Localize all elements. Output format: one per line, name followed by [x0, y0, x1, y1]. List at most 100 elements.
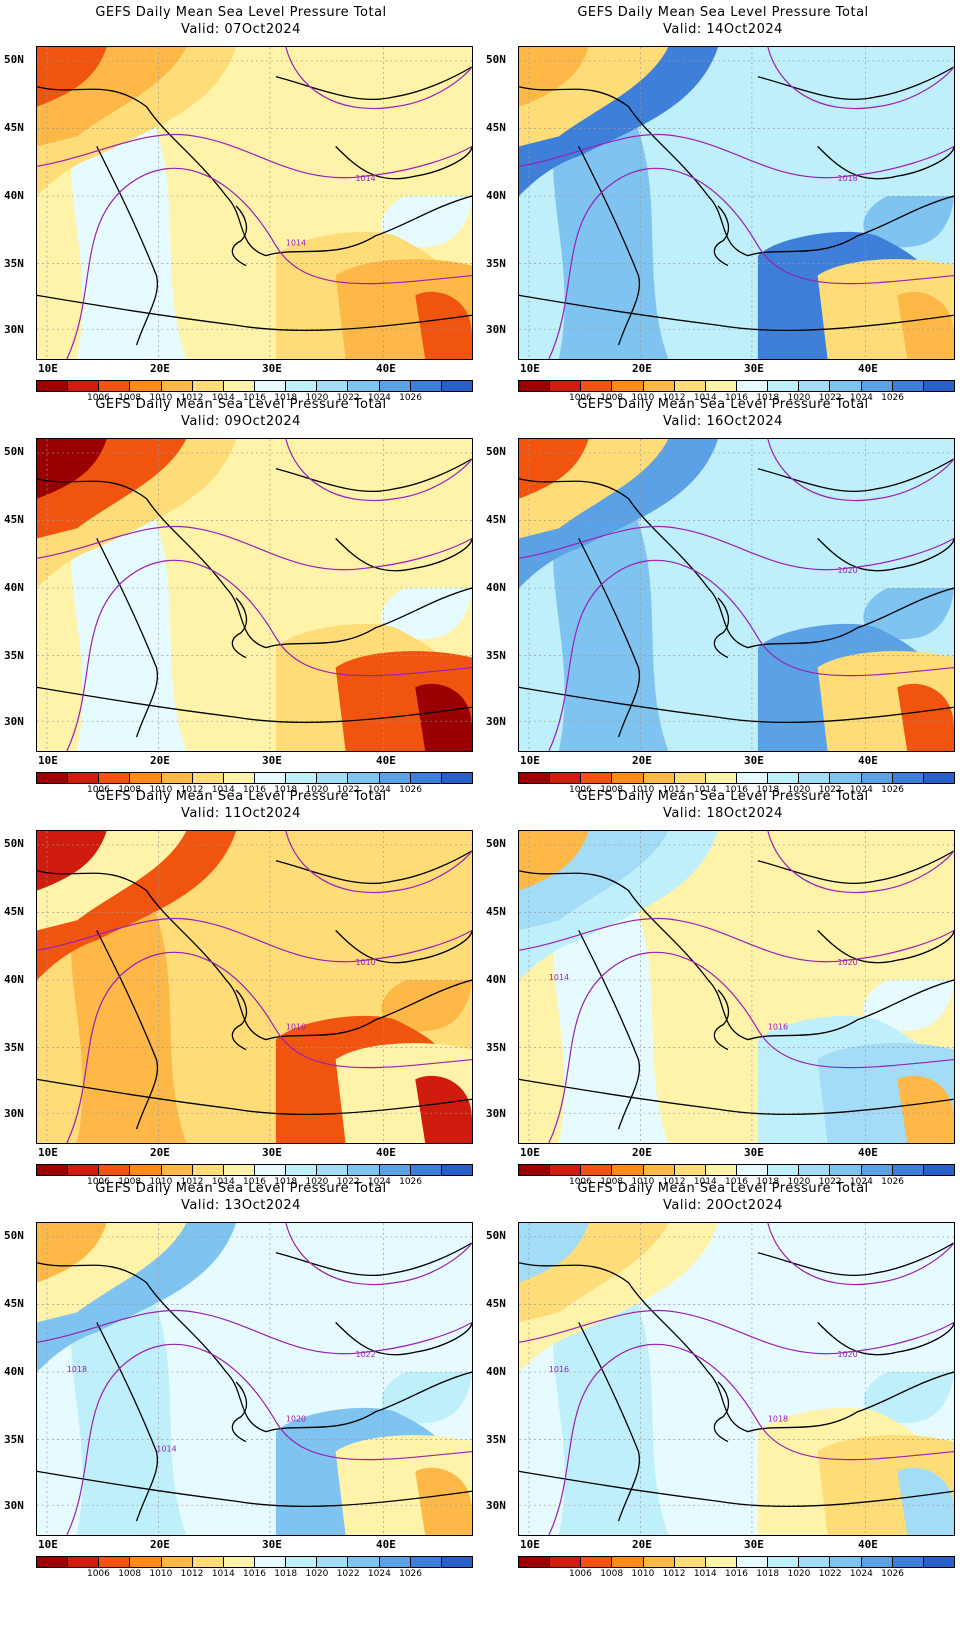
- coastline: [335, 929, 472, 964]
- longitude-label: 20E: [632, 362, 652, 375]
- coastline: [37, 1078, 472, 1116]
- colorbar: [36, 380, 473, 392]
- isobar-label: 1020: [838, 1350, 858, 1359]
- colorbar-swatch: [254, 381, 287, 391]
- colorbar-swatch: [705, 1165, 737, 1175]
- panel-valid-date: Valid: 09Oct2024: [181, 414, 301, 429]
- colorbar-swatch: [68, 381, 100, 391]
- colorbar-swatch: [37, 381, 69, 391]
- isobar: [767, 831, 954, 894]
- panel-valid-date: Valid: 18Oct2024: [663, 806, 783, 821]
- colorbar-label: 1016: [725, 1569, 748, 1579]
- colorbar-swatch: [830, 1165, 862, 1175]
- isobar: [37, 917, 472, 963]
- isobar-label: 1016: [549, 1365, 569, 1374]
- colorbar-label: 1020: [305, 785, 329, 795]
- isobar-label: 1018: [67, 1365, 87, 1374]
- latitude-label: 40N: [4, 581, 24, 594]
- longitude-label: 30E: [262, 362, 282, 375]
- colorbar-labels: 1006 1008 1010 1012 1014 1016 1018 1020 1022 1024…: [518, 393, 955, 405]
- colorbar-label: 1026: [399, 1569, 423, 1579]
- colorbar-swatch: [317, 773, 349, 783]
- pressure-region: [519, 1223, 954, 1535]
- isobar: [37, 133, 472, 179]
- latitude-label: 35N: [4, 649, 24, 662]
- isobar: [767, 439, 954, 502]
- isobar-label: 1020: [838, 958, 858, 967]
- colorbar-label: 1014: [211, 1177, 235, 1187]
- colorbar-label: 1006: [86, 1569, 110, 1579]
- colorbar-swatch: [923, 773, 954, 783]
- colorbar-label: 1018: [274, 1569, 298, 1579]
- colorbar-swatch: [519, 381, 551, 391]
- coastline: [817, 145, 954, 180]
- colorbar-label: 1018: [756, 1177, 780, 1187]
- isobar: [519, 525, 954, 571]
- isobar: [285, 439, 472, 502]
- colorbar-label: 1006: [86, 1177, 110, 1187]
- colorbar-swatch: [99, 1165, 131, 1175]
- colorbar-label: 1006: [568, 393, 592, 403]
- panel-title: GEFS Daily Mean Sea Level Pressure Total: [577, 1181, 869, 1196]
- longitude-label: 20E: [632, 1146, 652, 1159]
- latitude-label: 45N: [4, 905, 24, 918]
- colorbar-label: 1024: [849, 1177, 873, 1187]
- isobar-label: 1014: [286, 239, 306, 248]
- coastline: [817, 1321, 954, 1356]
- isobar: [66, 951, 472, 1143]
- longitude-label: 40E: [858, 754, 878, 767]
- coastline: [335, 1321, 472, 1356]
- pressure-map: 1022 1020 1018 1014: [36, 1222, 473, 1536]
- colorbar-label: 1024: [367, 1569, 391, 1579]
- colorbar-label: 1024: [849, 1569, 873, 1579]
- colorbar-swatch: [674, 1165, 706, 1175]
- colorbar-swatch: [192, 1165, 224, 1175]
- pressure-region: [519, 1223, 954, 1535]
- colorbar-swatch: [99, 1557, 131, 1567]
- pressure-region: [71, 890, 472, 1143]
- longitude-label: 40E: [858, 1538, 878, 1551]
- colorbar-swatch: [161, 381, 193, 391]
- colorbar-swatch: [519, 773, 551, 783]
- colorbar: [518, 1556, 955, 1568]
- map-panel: GEFS Daily Mean Sea Level Pressure Total…: [482, 0, 964, 410]
- colorbar-swatch: [379, 773, 411, 783]
- colorbar-swatch: [223, 1557, 255, 1567]
- colorbar-label: 1026: [881, 393, 905, 403]
- latitude-label: 30N: [486, 1107, 506, 1120]
- colorbar-label: 1018: [756, 1569, 780, 1579]
- colorbar-label: 1022: [818, 1569, 842, 1579]
- colorbar-swatch: [674, 773, 706, 783]
- colorbar-swatch: [68, 773, 100, 783]
- pressure-region: [553, 106, 954, 359]
- colorbar-swatch: [68, 1557, 100, 1567]
- colorbar-swatch: [99, 773, 131, 783]
- colorbar-label: 1012: [662, 1569, 686, 1579]
- colorbar-swatch: [410, 1165, 442, 1175]
- colorbar-label: 1012: [180, 393, 204, 403]
- colorbar-label: 1008: [118, 1569, 142, 1579]
- colorbar-swatch: [410, 773, 442, 783]
- colorbar-swatch: [254, 1165, 287, 1175]
- isobar: [66, 559, 472, 751]
- latitude-label: 45N: [4, 1297, 24, 1310]
- colorbar-swatch: [161, 773, 193, 783]
- colorbar-swatch: [550, 381, 582, 391]
- isobar: [548, 559, 954, 751]
- colorbar-swatch: [892, 1165, 924, 1175]
- pressure-region: [553, 498, 954, 751]
- colorbar-label: 1022: [336, 785, 360, 795]
- colorbar-swatch: [830, 381, 862, 391]
- colorbar-label: 1012: [180, 1569, 204, 1579]
- colorbar-swatch: [643, 1165, 675, 1175]
- colorbar-labels: 1006 1008 1010 1012 1014 1016 1018 1020 1022 1024…: [36, 1177, 473, 1189]
- colorbar-label: 1016: [243, 1177, 266, 1187]
- isobar: [548, 167, 954, 359]
- colorbar-label: 1022: [336, 393, 360, 403]
- isobar-label: 1016: [768, 1023, 788, 1032]
- colorbar-swatch: [861, 773, 893, 783]
- colorbar-label: 1008: [118, 1177, 142, 1187]
- isobar-label: 1020: [838, 566, 858, 575]
- coastline: [37, 870, 472, 1041]
- latitude-label: 30N: [4, 1107, 24, 1120]
